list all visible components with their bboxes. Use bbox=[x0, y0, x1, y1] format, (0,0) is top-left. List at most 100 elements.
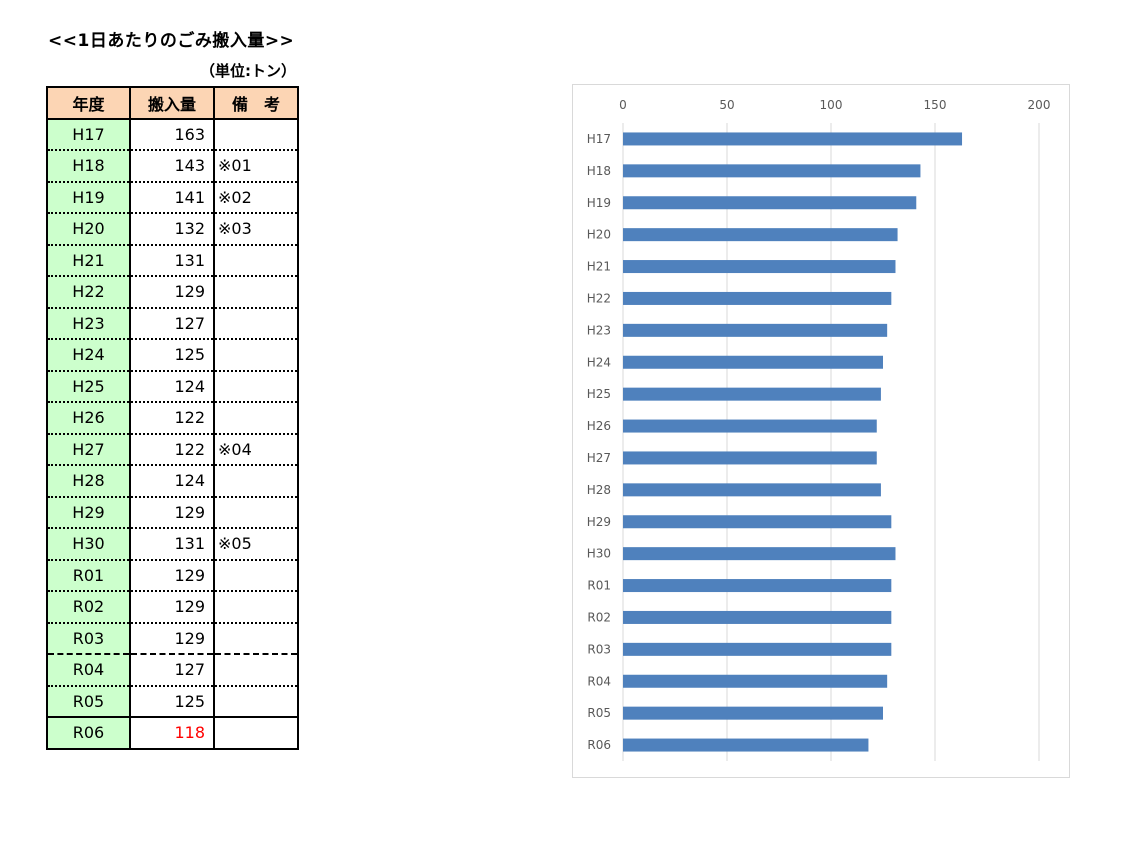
amount-cell: 122 bbox=[129, 433, 215, 466]
y-tick-label: R06 bbox=[587, 738, 611, 752]
bar bbox=[623, 483, 881, 497]
table-row: H18 143 ※01 bbox=[46, 150, 299, 183]
table-row: H27 122 ※04 bbox=[46, 433, 299, 466]
bar bbox=[623, 260, 896, 274]
table-row: H23 127 bbox=[46, 307, 299, 340]
amount-cell: 129 bbox=[129, 622, 215, 655]
table-row: H21 131 bbox=[46, 244, 299, 277]
year-cell: H20 bbox=[46, 213, 131, 246]
bar bbox=[623, 164, 921, 178]
bar bbox=[623, 419, 877, 433]
amount-cell: 124 bbox=[129, 465, 215, 498]
header-year: 年度 bbox=[46, 86, 131, 120]
x-tick-label: 150 bbox=[924, 98, 947, 112]
amount-cell: 129 bbox=[129, 559, 215, 592]
note-cell bbox=[213, 339, 299, 372]
table-row: H19 141 ※02 bbox=[46, 181, 299, 214]
bar bbox=[623, 355, 883, 369]
note-cell bbox=[213, 496, 299, 529]
table-row: R06 118 bbox=[46, 717, 299, 750]
table-row: H25 124 bbox=[46, 370, 299, 403]
note-cell bbox=[213, 622, 299, 655]
amount-cell: 127 bbox=[129, 654, 215, 687]
amount-cell: 132 bbox=[129, 213, 215, 246]
bar bbox=[623, 323, 888, 337]
bar bbox=[623, 291, 892, 305]
year-cell: R04 bbox=[46, 654, 131, 687]
amount-cell: 129 bbox=[129, 276, 215, 309]
bar bbox=[623, 706, 883, 720]
year-cell: H27 bbox=[46, 433, 131, 466]
amount-cell: 125 bbox=[129, 339, 215, 372]
bar bbox=[623, 387, 881, 401]
x-tick-label: 100 bbox=[820, 98, 843, 112]
table-row: H20 132 ※03 bbox=[46, 213, 299, 246]
data-table: 年度 搬入量 備 考 H17 163 H18 143 ※01 H19 141 ※02 H20 13… bbox=[46, 86, 299, 750]
amount-cell: 124 bbox=[129, 370, 215, 403]
bar bbox=[623, 196, 917, 210]
year-cell: H29 bbox=[46, 496, 131, 529]
year-cell: H26 bbox=[46, 402, 131, 435]
table-row: H29 129 bbox=[46, 496, 299, 529]
amount-cell: 127 bbox=[129, 307, 215, 340]
y-tick-label: H19 bbox=[587, 196, 611, 210]
note-cell bbox=[213, 370, 299, 403]
y-tick-label: H21 bbox=[587, 260, 611, 274]
table-row: H26 122 bbox=[46, 402, 299, 435]
header-note: 備 考 bbox=[213, 86, 299, 120]
bar bbox=[623, 674, 888, 688]
table-row: R02 129 bbox=[46, 591, 299, 624]
x-tick-label: 200 bbox=[1028, 98, 1051, 112]
amount-cell: 129 bbox=[129, 591, 215, 624]
note-cell: ※05 bbox=[213, 528, 299, 561]
year-cell: H18 bbox=[46, 150, 131, 183]
x-tick-label: 50 bbox=[719, 98, 734, 112]
bar bbox=[623, 610, 892, 624]
y-tick-label: R04 bbox=[587, 674, 611, 688]
note-cell bbox=[213, 654, 299, 687]
note-cell bbox=[213, 307, 299, 340]
note-cell: ※02 bbox=[213, 181, 299, 214]
note-cell bbox=[213, 276, 299, 309]
y-tick-label: H20 bbox=[587, 228, 611, 242]
y-tick-label: H30 bbox=[587, 547, 611, 561]
table-row: R01 129 bbox=[46, 559, 299, 592]
year-cell: H28 bbox=[46, 465, 131, 498]
y-tick-label: H27 bbox=[587, 451, 611, 465]
y-tick-label: H24 bbox=[587, 355, 611, 369]
y-tick-label: H26 bbox=[587, 419, 611, 433]
y-tick-label: H18 bbox=[587, 164, 611, 178]
amount-cell: 143 bbox=[129, 150, 215, 183]
bar bbox=[623, 642, 892, 656]
year-cell: R06 bbox=[46, 717, 131, 750]
chart-frame: 0 50 100 150 200 H17 H18 H19 H20 H21 H22 H23 H24 H25 H… bbox=[572, 84, 1070, 778]
bar bbox=[623, 451, 877, 465]
note-cell bbox=[213, 118, 299, 151]
header-amount: 搬入量 bbox=[129, 86, 215, 120]
note-cell bbox=[213, 559, 299, 592]
x-tick-label: 0 bbox=[619, 98, 627, 112]
y-tick-label: H22 bbox=[587, 291, 611, 305]
table-row: H24 125 bbox=[46, 339, 299, 372]
y-tick-label: H17 bbox=[587, 132, 611, 146]
year-cell: H21 bbox=[46, 244, 131, 277]
table-row: R05 125 bbox=[46, 685, 299, 718]
y-tick-label: H28 bbox=[587, 483, 611, 497]
year-cell: H24 bbox=[46, 339, 131, 372]
table-row: R04 127 bbox=[46, 654, 299, 687]
page-title: <<1日あたりのごみ搬入量>> bbox=[48, 31, 295, 51]
y-tick-label: R05 bbox=[587, 706, 611, 720]
y-tick-label: R02 bbox=[587, 610, 611, 624]
note-cell bbox=[213, 402, 299, 435]
y-tick-label: H29 bbox=[587, 515, 611, 529]
table-row: H28 124 bbox=[46, 465, 299, 498]
amount-cell: 131 bbox=[129, 244, 215, 277]
year-cell: H17 bbox=[46, 118, 131, 151]
bar bbox=[623, 547, 896, 561]
y-tick-label: R01 bbox=[587, 579, 611, 593]
y-tick-label: H25 bbox=[587, 387, 611, 401]
bar bbox=[623, 738, 869, 752]
table-row: R03 129 bbox=[46, 622, 299, 655]
table-row: H30 131 ※05 bbox=[46, 528, 299, 561]
year-cell: R02 bbox=[46, 591, 131, 624]
